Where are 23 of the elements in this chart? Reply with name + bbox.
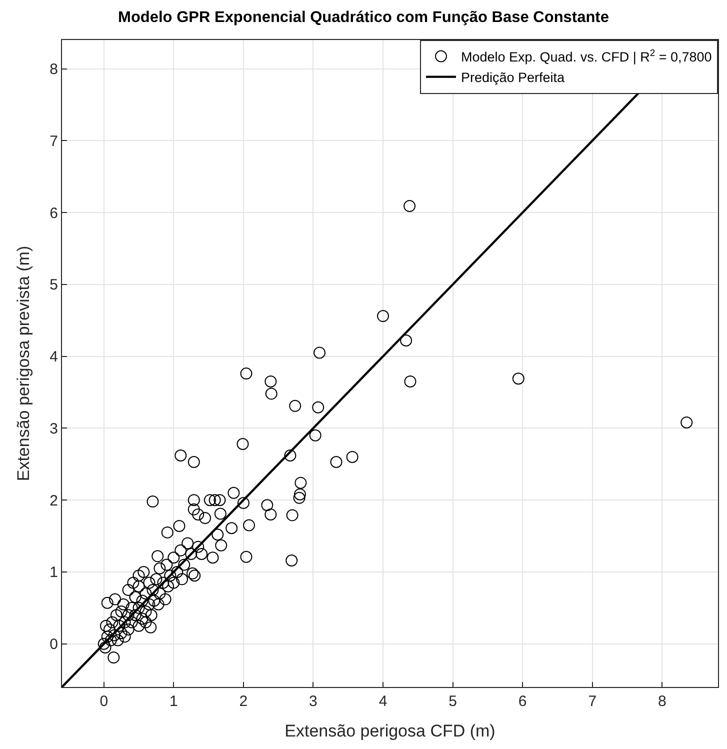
y-tick-label: 5 xyxy=(50,276,58,294)
chart-title: Modelo GPR Exponencial Quadrático com Função Base Constante xyxy=(118,9,610,26)
x-tick-label: 0 xyxy=(100,693,108,710)
y-tick-label: 2 xyxy=(50,492,58,510)
x-tick-label: 7 xyxy=(588,693,597,710)
y-axis-title: Extensão perigosa prevista (m) xyxy=(14,246,34,482)
x-tick-label: 6 xyxy=(518,693,527,710)
y-tick-label: 6 xyxy=(50,204,58,222)
x-axis-title: Extensão perigosa CFD (m) xyxy=(284,721,496,740)
y-tick-label: 4 xyxy=(50,348,58,366)
x-tick-label: 4 xyxy=(378,693,388,710)
y-tick-label: 0 xyxy=(50,636,58,654)
x-tick-label: 1 xyxy=(169,693,178,710)
y-tick-label: 7 xyxy=(50,132,58,150)
x-tick-label: 8 xyxy=(658,693,666,710)
x-tick-label: 2 xyxy=(239,693,248,710)
y-tick-label: 1 xyxy=(50,564,58,582)
x-tick-label: 3 xyxy=(309,693,318,710)
y-tick-label: 8 xyxy=(50,61,58,78)
legend-label: Modelo Exp. Quad. vs. CFD | R$^{2}$ = 0,7800 xyxy=(461,48,712,65)
y-tick-label: 3 xyxy=(50,420,58,438)
x-tick-label: 5 xyxy=(448,693,457,710)
legend-label: Predição Perfeita xyxy=(461,70,566,86)
